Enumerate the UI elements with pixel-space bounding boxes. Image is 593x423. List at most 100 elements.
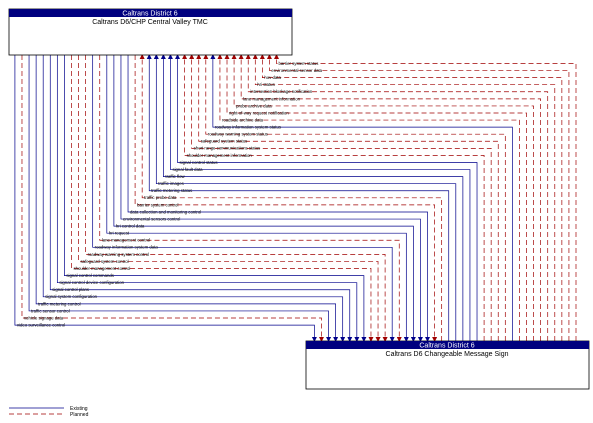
flow-line bbox=[78, 55, 381, 342]
node-tmc-owner: Caltrans District 6 bbox=[122, 11, 177, 18]
flow-barrier-system-status[interactable]: barrier system status bbox=[274, 54, 577, 341]
flow-label: roadway information system status bbox=[215, 125, 281, 130]
flow-hov-data[interactable]: hov data bbox=[259, 54, 563, 341]
flow-shoulder-management-information[interactable]: shoulder management information bbox=[182, 54, 485, 341]
flow-right-of-way-request-notification[interactable]: right-of-way request notification bbox=[224, 54, 527, 341]
flow-line bbox=[85, 55, 388, 342]
node-sign[interactable]: Caltrans District 6 Caltrans D6 Changeab… bbox=[305, 340, 590, 390]
flow-label: traffic sensor control bbox=[31, 308, 70, 313]
flow-line bbox=[160, 54, 464, 341]
flow-traffic-probe-data[interactable]: traffic probe data bbox=[139, 54, 443, 341]
flow-label: hri control data bbox=[116, 224, 145, 229]
flow-probe-archive-data[interactable]: probe archive data bbox=[231, 54, 534, 341]
flow-shoulder-management-control[interactable]: shoulder management control bbox=[71, 55, 374, 342]
flow-signal-system-configuration[interactable]: signal system configuration bbox=[42, 55, 346, 342]
flow-line bbox=[217, 54, 520, 341]
node-sign-owner: Caltrans District 6 bbox=[419, 343, 474, 350]
flow-line bbox=[35, 55, 339, 342]
flow-label: hri status bbox=[257, 82, 274, 87]
flow-line bbox=[182, 54, 485, 341]
flow-barrier-system-control[interactable]: barrier system control bbox=[134, 55, 438, 342]
flow-signal-control-commands[interactable]: signal control commands bbox=[64, 55, 367, 342]
flow-label: signal control plans bbox=[52, 287, 89, 292]
flow-label: right-of-way request notification bbox=[229, 110, 289, 115]
flow-label: environmental sensor data bbox=[271, 68, 322, 73]
flow-label: intersection blockage notification bbox=[250, 89, 313, 94]
flow-line bbox=[139, 54, 443, 341]
flow-safeguard-system-control[interactable]: safeguard system control bbox=[78, 55, 381, 342]
flow-traffic-metering-control[interactable]: traffic metering control bbox=[35, 55, 339, 342]
flow-label: signal control device configuration bbox=[59, 280, 124, 285]
flow-label: hov data bbox=[264, 75, 281, 80]
flow-label: traffic flow bbox=[165, 174, 185, 179]
flow-label: shoulder management information bbox=[187, 153, 253, 158]
flow-lane-management-control[interactable]: lane management control bbox=[99, 55, 402, 342]
flow-traffic-flow[interactable]: traffic flow bbox=[160, 54, 464, 341]
flow-line bbox=[127, 55, 431, 342]
flow-line bbox=[252, 54, 556, 341]
flow-label: roadway warning system control bbox=[88, 252, 149, 257]
flow-short-range-communications-status[interactable]: short range communications status bbox=[189, 54, 492, 341]
flow-intersection-blockage-notification[interactable]: intersection blockage notification bbox=[245, 54, 549, 341]
flow-label: roadway warning system status bbox=[208, 132, 268, 137]
flow-roadway-warning-system-status[interactable]: roadway warning system status bbox=[203, 54, 506, 341]
flow-lane-management-information[interactable]: lane management information bbox=[238, 54, 541, 341]
flow-line bbox=[64, 55, 367, 342]
flow-traffic-images[interactable]: traffic images bbox=[153, 54, 457, 341]
flow-line bbox=[196, 54, 499, 341]
flow-label: traffic probe data bbox=[144, 195, 177, 200]
flow-label: data collection and monitoring control bbox=[130, 209, 201, 214]
flow-line bbox=[146, 54, 450, 341]
flow-signal-control-device-configuration[interactable]: signal control device configuration bbox=[56, 55, 360, 342]
flow-label: video surveillance control bbox=[17, 322, 65, 327]
flow-signal-fault-data[interactable]: signal fault data bbox=[167, 54, 471, 341]
node-tmc-name: Caltrans D6/CHP Central Valley TMC bbox=[92, 19, 208, 26]
flow-label: signal fault data bbox=[172, 167, 203, 172]
flow-hri-control-data[interactable]: hri control data bbox=[113, 55, 416, 342]
flow-label: signal control status bbox=[180, 160, 218, 165]
flow-roadside-archive-data[interactable]: roadside archive data bbox=[217, 54, 520, 341]
flows-layer: barrier system status environmental senso… bbox=[14, 54, 577, 342]
flow-label: traffic metering status bbox=[151, 188, 192, 193]
flow-environmental-sensor-data[interactable]: environmental sensor data bbox=[266, 54, 570, 341]
flow-line bbox=[274, 54, 577, 341]
flow-vehicle-signage-data[interactable]: vehicle signage data bbox=[21, 55, 324, 342]
flow-label: roadside archive data bbox=[222, 117, 264, 122]
flow-video-surveillance-control[interactable]: video surveillance control bbox=[14, 55, 317, 342]
flow-roadway-information-system-status[interactable]: roadway information system status bbox=[210, 54, 513, 341]
flow-line bbox=[21, 55, 324, 342]
flow-label: traffic metering control bbox=[38, 301, 80, 306]
flow-label: vehicle signage data bbox=[24, 315, 64, 320]
flow-line bbox=[259, 54, 563, 341]
flow-signal-control-status[interactable]: signal control status bbox=[175, 54, 478, 341]
flow-label: hri request bbox=[109, 231, 130, 236]
flow-roadway-warning-system-control[interactable]: roadway warning system control bbox=[85, 55, 388, 342]
legend-planned-label: Planned bbox=[70, 412, 89, 418]
flow-label: lane management information bbox=[243, 96, 300, 101]
flow-label: environmental sensors control bbox=[123, 216, 180, 221]
flow-line bbox=[71, 55, 374, 342]
flow-roadway-information-system-data[interactable]: roadway information system data bbox=[92, 55, 395, 342]
flow-label: barrier system control bbox=[137, 202, 178, 207]
flow-line bbox=[99, 55, 402, 342]
flow-data-collection-and-monitoring-control[interactable]: data collection and monitoring control bbox=[127, 55, 431, 342]
flow-traffic-sensor-control[interactable]: traffic sensor control bbox=[28, 55, 332, 342]
flow-line bbox=[210, 54, 513, 341]
flow-label: signal system configuration bbox=[45, 294, 97, 299]
flow-hri-request[interactable]: hri request bbox=[106, 55, 409, 342]
flow-traffic-metering-status[interactable]: traffic metering status bbox=[146, 54, 450, 341]
flow-signal-control-plans[interactable]: signal control plans bbox=[49, 55, 353, 342]
node-tmc[interactable]: Caltrans District 6 Caltrans D6/CHP Cent… bbox=[8, 8, 293, 56]
flow-environmental-sensors-control[interactable]: environmental sensors control bbox=[120, 55, 423, 342]
flow-safeguard-system-status[interactable]: safeguard system status bbox=[196, 54, 499, 341]
legend-existing-label: Existing bbox=[70, 406, 88, 412]
flow-hri-status[interactable]: hri status bbox=[252, 54, 556, 341]
flow-line bbox=[134, 55, 438, 342]
flow-line bbox=[56, 55, 360, 342]
flow-label: traffic images bbox=[158, 181, 183, 186]
flow-label: lane management control bbox=[102, 238, 151, 243]
flow-line bbox=[28, 55, 332, 342]
flow-line bbox=[175, 54, 478, 341]
flow-line bbox=[203, 54, 506, 341]
